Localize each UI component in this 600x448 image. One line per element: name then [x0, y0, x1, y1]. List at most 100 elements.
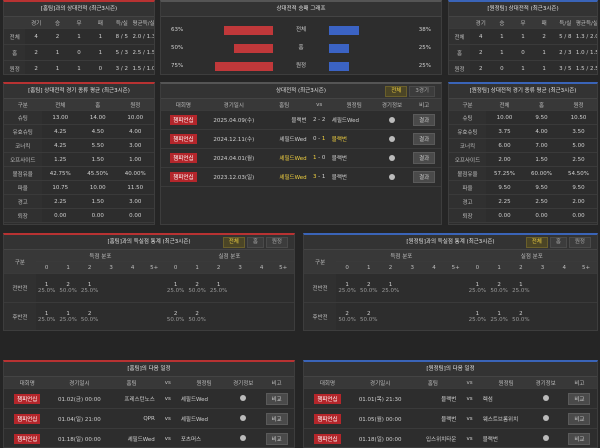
header-cell: 전체	[486, 99, 523, 111]
goal-count: 2	[173, 311, 178, 317]
cell	[100, 273, 122, 303]
away-team: 블랙번	[331, 156, 347, 162]
cell: vs	[456, 388, 483, 409]
cell	[272, 273, 294, 303]
header-row: 대회명 경기일시 홈팀 vs 원정팀 경기정보 비고	[304, 377, 597, 389]
goal-table: 구분 득점 분포 실점 분포 0 1 2 3 4 5+ 0 1 2 3 4 5+ 전반전 1 25.0% 2 50.0…	[4, 250, 294, 330]
cell: 01.18(일) 00:00	[50, 428, 109, 447]
home-pct: 63%	[171, 27, 184, 33]
cell: 2.50	[560, 152, 597, 167]
note-button[interactable]: 비교	[265, 392, 288, 405]
tab[interactable]: 원정	[265, 237, 288, 248]
cell: 챔피언십	[304, 388, 351, 409]
info-icon	[542, 435, 549, 442]
bin-header: 0	[35, 261, 58, 274]
away-stats-panel: [원정팀] 상대전적 경기 종류 평균 (최근3시즌) 구분 전체 홈 원정 슈팅 10.0…	[448, 82, 598, 225]
away-schedule-panel: [원정팀]의 다음 일정 대회명 경기일시 홈팀 vs 원정팀 경기정보 비고 챔피언십 01.0…	[303, 360, 598, 448]
cell: 2024.12.11(수)	[205, 129, 262, 149]
cell	[423, 273, 445, 303]
header-cell: 홈팀	[261, 99, 307, 111]
cell	[229, 273, 251, 303]
header-row: 대회명 경기일시 홈팀 vs 원정팀 경기정보 비고	[4, 377, 294, 389]
cell: 비교	[259, 408, 294, 429]
cell: 1	[68, 60, 90, 74]
cell: 1 25.0%	[466, 302, 489, 330]
goal-count: 2	[66, 282, 70, 288]
home-team: 프레스턴노스	[124, 396, 155, 403]
goal-pct: 50.0%	[188, 317, 206, 323]
data-table: 구분 전체 홈 원정 슈팅 10.00 9.50 10.50 유효슈팅 3.75 4.00 3.50 코…	[449, 99, 597, 223]
tab[interactable]: 홈	[246, 237, 264, 248]
note-button[interactable]: 결과	[413, 114, 436, 126]
league-badge: 챔피언십	[14, 433, 41, 444]
note-button[interactable]: 결과	[413, 152, 436, 164]
cell	[376, 167, 408, 187]
cell: 1 25.0%	[78, 273, 101, 303]
note-button[interactable]: 결과	[413, 133, 436, 145]
cell: 0	[512, 44, 534, 61]
cell: vs	[456, 428, 483, 447]
away-bar	[329, 62, 349, 71]
cell: 42.75%	[41, 166, 79, 181]
cell	[531, 302, 554, 330]
cell	[529, 428, 562, 447]
cell: 셰필드Wed	[180, 408, 228, 429]
away-score: 0	[321, 155, 326, 161]
goal-count: 2	[367, 311, 371, 317]
cell: 2	[533, 28, 555, 45]
league-badge: 챔피언십	[14, 393, 41, 404]
tabs: 전체 홈 원정	[525, 237, 591, 248]
header-cell: 비고	[259, 377, 294, 389]
tab[interactable]: 홈	[549, 237, 567, 248]
match-date: 2024.04.01(월)	[213, 156, 255, 162]
tab[interactable]: 3경기	[409, 86, 435, 97]
cell: 1	[491, 28, 513, 45]
tab[interactable]: 전체	[525, 237, 548, 248]
cell	[444, 302, 467, 330]
cell	[575, 302, 597, 330]
note-button[interactable]: 비교	[265, 412, 288, 425]
row-label: 오프사이드	[449, 152, 486, 167]
match-date: 01.01(목) 21:30	[358, 396, 402, 403]
note-button[interactable]: 비교	[568, 432, 591, 445]
header-row: 0 1 2 3 4 5+ 0 1 2 3 4 5+	[4, 261, 294, 274]
note-button[interactable]: 결과	[413, 171, 436, 183]
bin-header: 4	[423, 261, 445, 274]
cell: 1 - 0	[306, 148, 332, 168]
cell: 챔피언십	[304, 408, 351, 429]
bin-header: 2	[207, 261, 230, 274]
tab[interactable]: 전체	[222, 237, 245, 248]
cell: 2 50.0%	[164, 302, 187, 330]
bin-header: 2	[78, 261, 101, 274]
note-button[interactable]: 비교	[568, 412, 591, 425]
cell: vs	[154, 388, 181, 409]
home-score: 2	[312, 117, 317, 123]
away-score: 1	[321, 136, 326, 142]
match-row: 챔피언십 2025.04.09(수) 블랙번 2 - 2 셰필드Wed 결과	[161, 110, 441, 130]
cell: 2 50.0%	[509, 302, 532, 330]
header-cell: 득/실	[111, 17, 133, 29]
bin-header: 2	[379, 261, 402, 274]
tab[interactable]: 전체	[385, 86, 408, 97]
cell: 11.50	[116, 180, 154, 195]
cell: 10.50	[560, 110, 597, 125]
bin-header: 3	[531, 261, 554, 274]
graph-row: 50% 홈 25%	[161, 40, 441, 58]
note-button[interactable]: 비교	[568, 392, 591, 405]
cell: 블랙번	[482, 428, 530, 447]
bin-header: 4	[250, 261, 273, 274]
info-icon	[240, 395, 247, 402]
category-label: 홈	[298, 45, 304, 51]
cell: 웨스트브롬위치	[482, 408, 530, 429]
table-row: 전체 4 2 1 1 8 / 5 2.0 / 1.3	[4, 28, 154, 45]
goal-pct: 25.0%	[468, 317, 487, 323]
tab[interactable]: 원정	[568, 237, 591, 248]
cell	[575, 273, 597, 303]
cell: 2.00	[560, 194, 597, 209]
cell: 54.50%	[560, 166, 597, 181]
goal-pct: 50.0%	[166, 317, 185, 323]
note-button[interactable]: 비교	[265, 432, 288, 445]
cell: 4.25	[41, 124, 79, 139]
cell	[529, 408, 562, 429]
header-cell: 구분	[4, 99, 42, 111]
